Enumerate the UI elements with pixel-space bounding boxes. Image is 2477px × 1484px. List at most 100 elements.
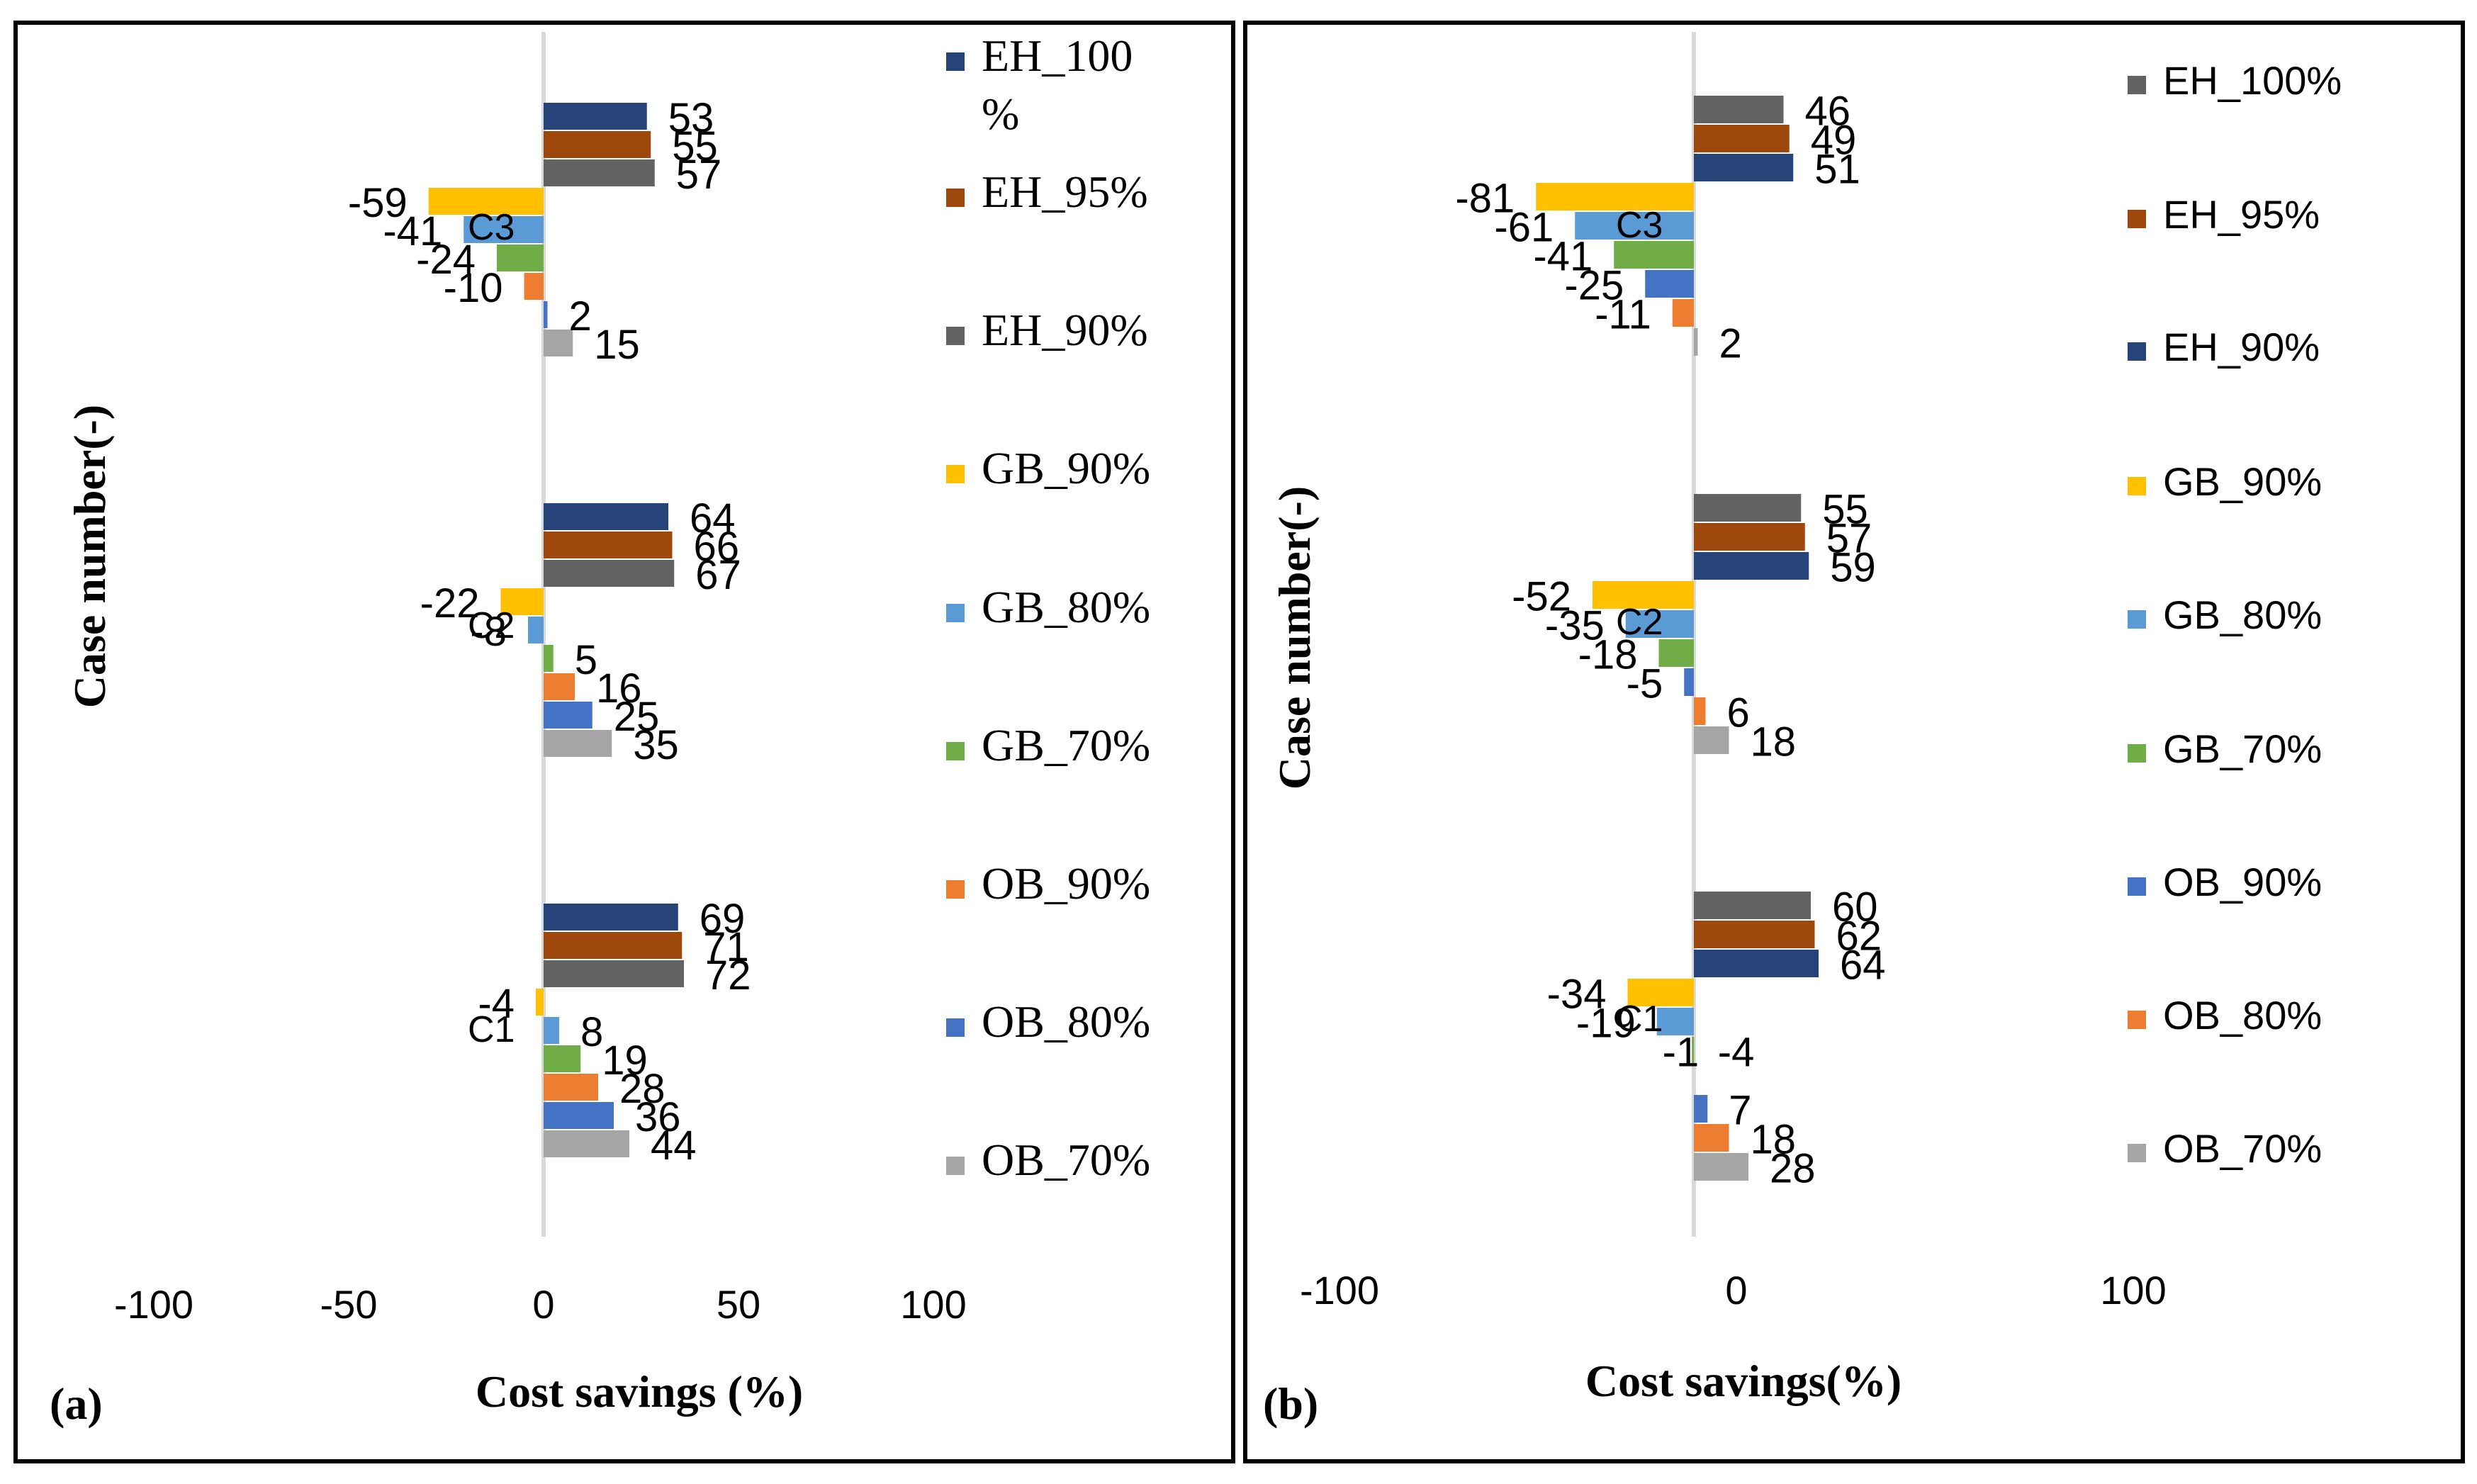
legend-label: EH_90%	[2163, 325, 2320, 369]
legend-label: GB_80%	[982, 582, 1150, 632]
legend-marker	[2128, 610, 2146, 629]
data-label-c3-1: 49	[1811, 118, 1857, 164]
panel-b-y-axis-title: Case number(-)	[1269, 486, 1320, 789]
data-label-c1-8: 18	[1751, 1117, 1797, 1163]
bar-c1-7	[544, 1102, 614, 1129]
bar-c2-5	[1658, 639, 1694, 667]
x-tick-label: -50	[320, 1282, 378, 1327]
data-label-c2-7: 6	[1727, 690, 1750, 736]
case-label-c3: C3	[468, 207, 515, 248]
data-label-c1-4: 8	[580, 1009, 603, 1055]
legend-marker	[2128, 1011, 2146, 1029]
x-tick-label: 0	[532, 1282, 554, 1327]
bar-c3-2	[544, 159, 655, 186]
data-label-c3-6: -25	[1564, 263, 1624, 309]
x-tick-label: 100	[2100, 1268, 2166, 1312]
bar-c3-6	[1645, 270, 1694, 298]
bar-c3-3	[428, 188, 544, 215]
bar-c2-8	[544, 730, 612, 757]
legend-label: OB_90%	[2163, 860, 2322, 904]
panel-b-case-labels: C3 C2 C1	[1616, 205, 1663, 1040]
legend-label: GB_90%	[982, 443, 1150, 493]
data-label-c1-3: -4	[478, 981, 515, 1027]
case-label-c3: C3	[1616, 205, 1663, 246]
bar-c1-4	[544, 1017, 559, 1044]
data-label-c1-5: 19	[602, 1038, 648, 1084]
data-label-c2-6: 16	[596, 665, 642, 712]
data-label-c2-5: -18	[1578, 632, 1638, 678]
legend-marker	[946, 52, 965, 71]
panel-a-bars	[428, 103, 684, 1157]
panel-a-y-axis-title: Case number(-)	[64, 405, 115, 708]
legend-marker	[946, 880, 965, 899]
bar-c2-7	[1694, 697, 1706, 725]
legend-marker	[946, 1157, 965, 1175]
data-label-c2-7: 25	[614, 694, 660, 740]
legend-marker	[2128, 342, 2146, 361]
bar-c3-7	[1672, 299, 1694, 327]
bar-c3-7	[544, 301, 548, 328]
bar-c1-1	[1694, 921, 1815, 948]
data-label-c2-6: -5	[1627, 661, 1663, 707]
legend-label: GB_90%	[2163, 459, 2322, 504]
data-label-c2-1: 66	[694, 524, 740, 570]
panel-a-legend: EH_100% EH_95% EH_90% GB_90% GB_80% GB_70% OB_…	[946, 30, 1150, 1185]
panel-a-x-axis-title: Cost savings (%)	[476, 1366, 803, 1417]
legend-label: EH_95%	[2163, 192, 2320, 237]
panel-b-frame	[1243, 21, 2465, 1463]
bar-c3-5	[1614, 241, 1694, 269]
legend-marker	[2128, 477, 2146, 495]
data-label-c1-6: -4	[1718, 1030, 1755, 1076]
data-label-c1-1: 62	[1836, 914, 1882, 960]
data-label-c1-1: 71	[703, 924, 749, 970]
bar-c2-3	[1593, 581, 1694, 609]
data-label-c3-8: 2	[1719, 321, 1742, 367]
bar-c1-6	[544, 1074, 598, 1101]
bar-c1-0	[544, 904, 678, 931]
bar-c1-2	[544, 960, 684, 987]
data-label-c3-2: 57	[676, 152, 722, 198]
data-label-c1-7: 7	[1729, 1088, 1751, 1134]
bar-c2-6	[544, 673, 575, 700]
bar-c2-8	[1694, 726, 1729, 754]
legend-marker	[946, 189, 965, 207]
legend-marker	[946, 465, 965, 483]
panel-a-case-labels: C3 C2 C1	[468, 207, 515, 1050]
panel-b-legend: EH_100% EH_95% EH_90% GB_90% GB_80% GB_70% OB_…	[2128, 58, 2342, 1171]
data-label-c3-3: -81	[1455, 176, 1515, 222]
bar-c1-7	[1694, 1095, 1708, 1123]
legend-label-continued: %	[982, 89, 1019, 139]
bar-c2-5	[544, 645, 554, 672]
data-label-c3-3: -59	[348, 180, 408, 226]
bar-c3-5	[497, 244, 544, 271]
bar-c3-2	[1694, 154, 1794, 181]
bar-c2-4	[1625, 610, 1694, 638]
case-label-c2: C2	[1616, 602, 1663, 643]
panel-a-frame	[13, 21, 1235, 1463]
panel-b-bars	[1536, 96, 1819, 1181]
x-tick-label: -100	[1300, 1268, 1379, 1312]
panel-b-x-axis-title: Cost savings(%)	[1585, 1356, 1902, 1406]
data-label-c2-1: 57	[1826, 516, 1872, 562]
legend-label: OB_80%	[982, 996, 1150, 1047]
data-label-c2-3: -22	[420, 580, 480, 626]
data-label-c2-5: 5	[575, 637, 597, 683]
bar-c2-2	[544, 560, 675, 587]
data-label-c3-2: 51	[1814, 147, 1860, 193]
data-label-c1-7: 36	[635, 1094, 681, 1140]
data-label-c3-5: -41	[1533, 234, 1593, 280]
data-label-c3-0: 46	[1805, 89, 1851, 135]
legend-label: OB_90%	[982, 858, 1150, 909]
data-label-c1-2: 64	[1840, 943, 1886, 989]
data-label-c1-4: -19	[1576, 1001, 1636, 1047]
data-label-c1-6: 28	[619, 1066, 665, 1112]
bar-c2-1	[544, 532, 673, 558]
legend-label: GB_70%	[2163, 726, 2322, 771]
data-label-c2-8: 35	[633, 722, 679, 768]
legend-marker	[2128, 76, 2146, 94]
x-tick-label: 50	[717, 1282, 760, 1327]
bar-c2-6	[1684, 668, 1694, 696]
